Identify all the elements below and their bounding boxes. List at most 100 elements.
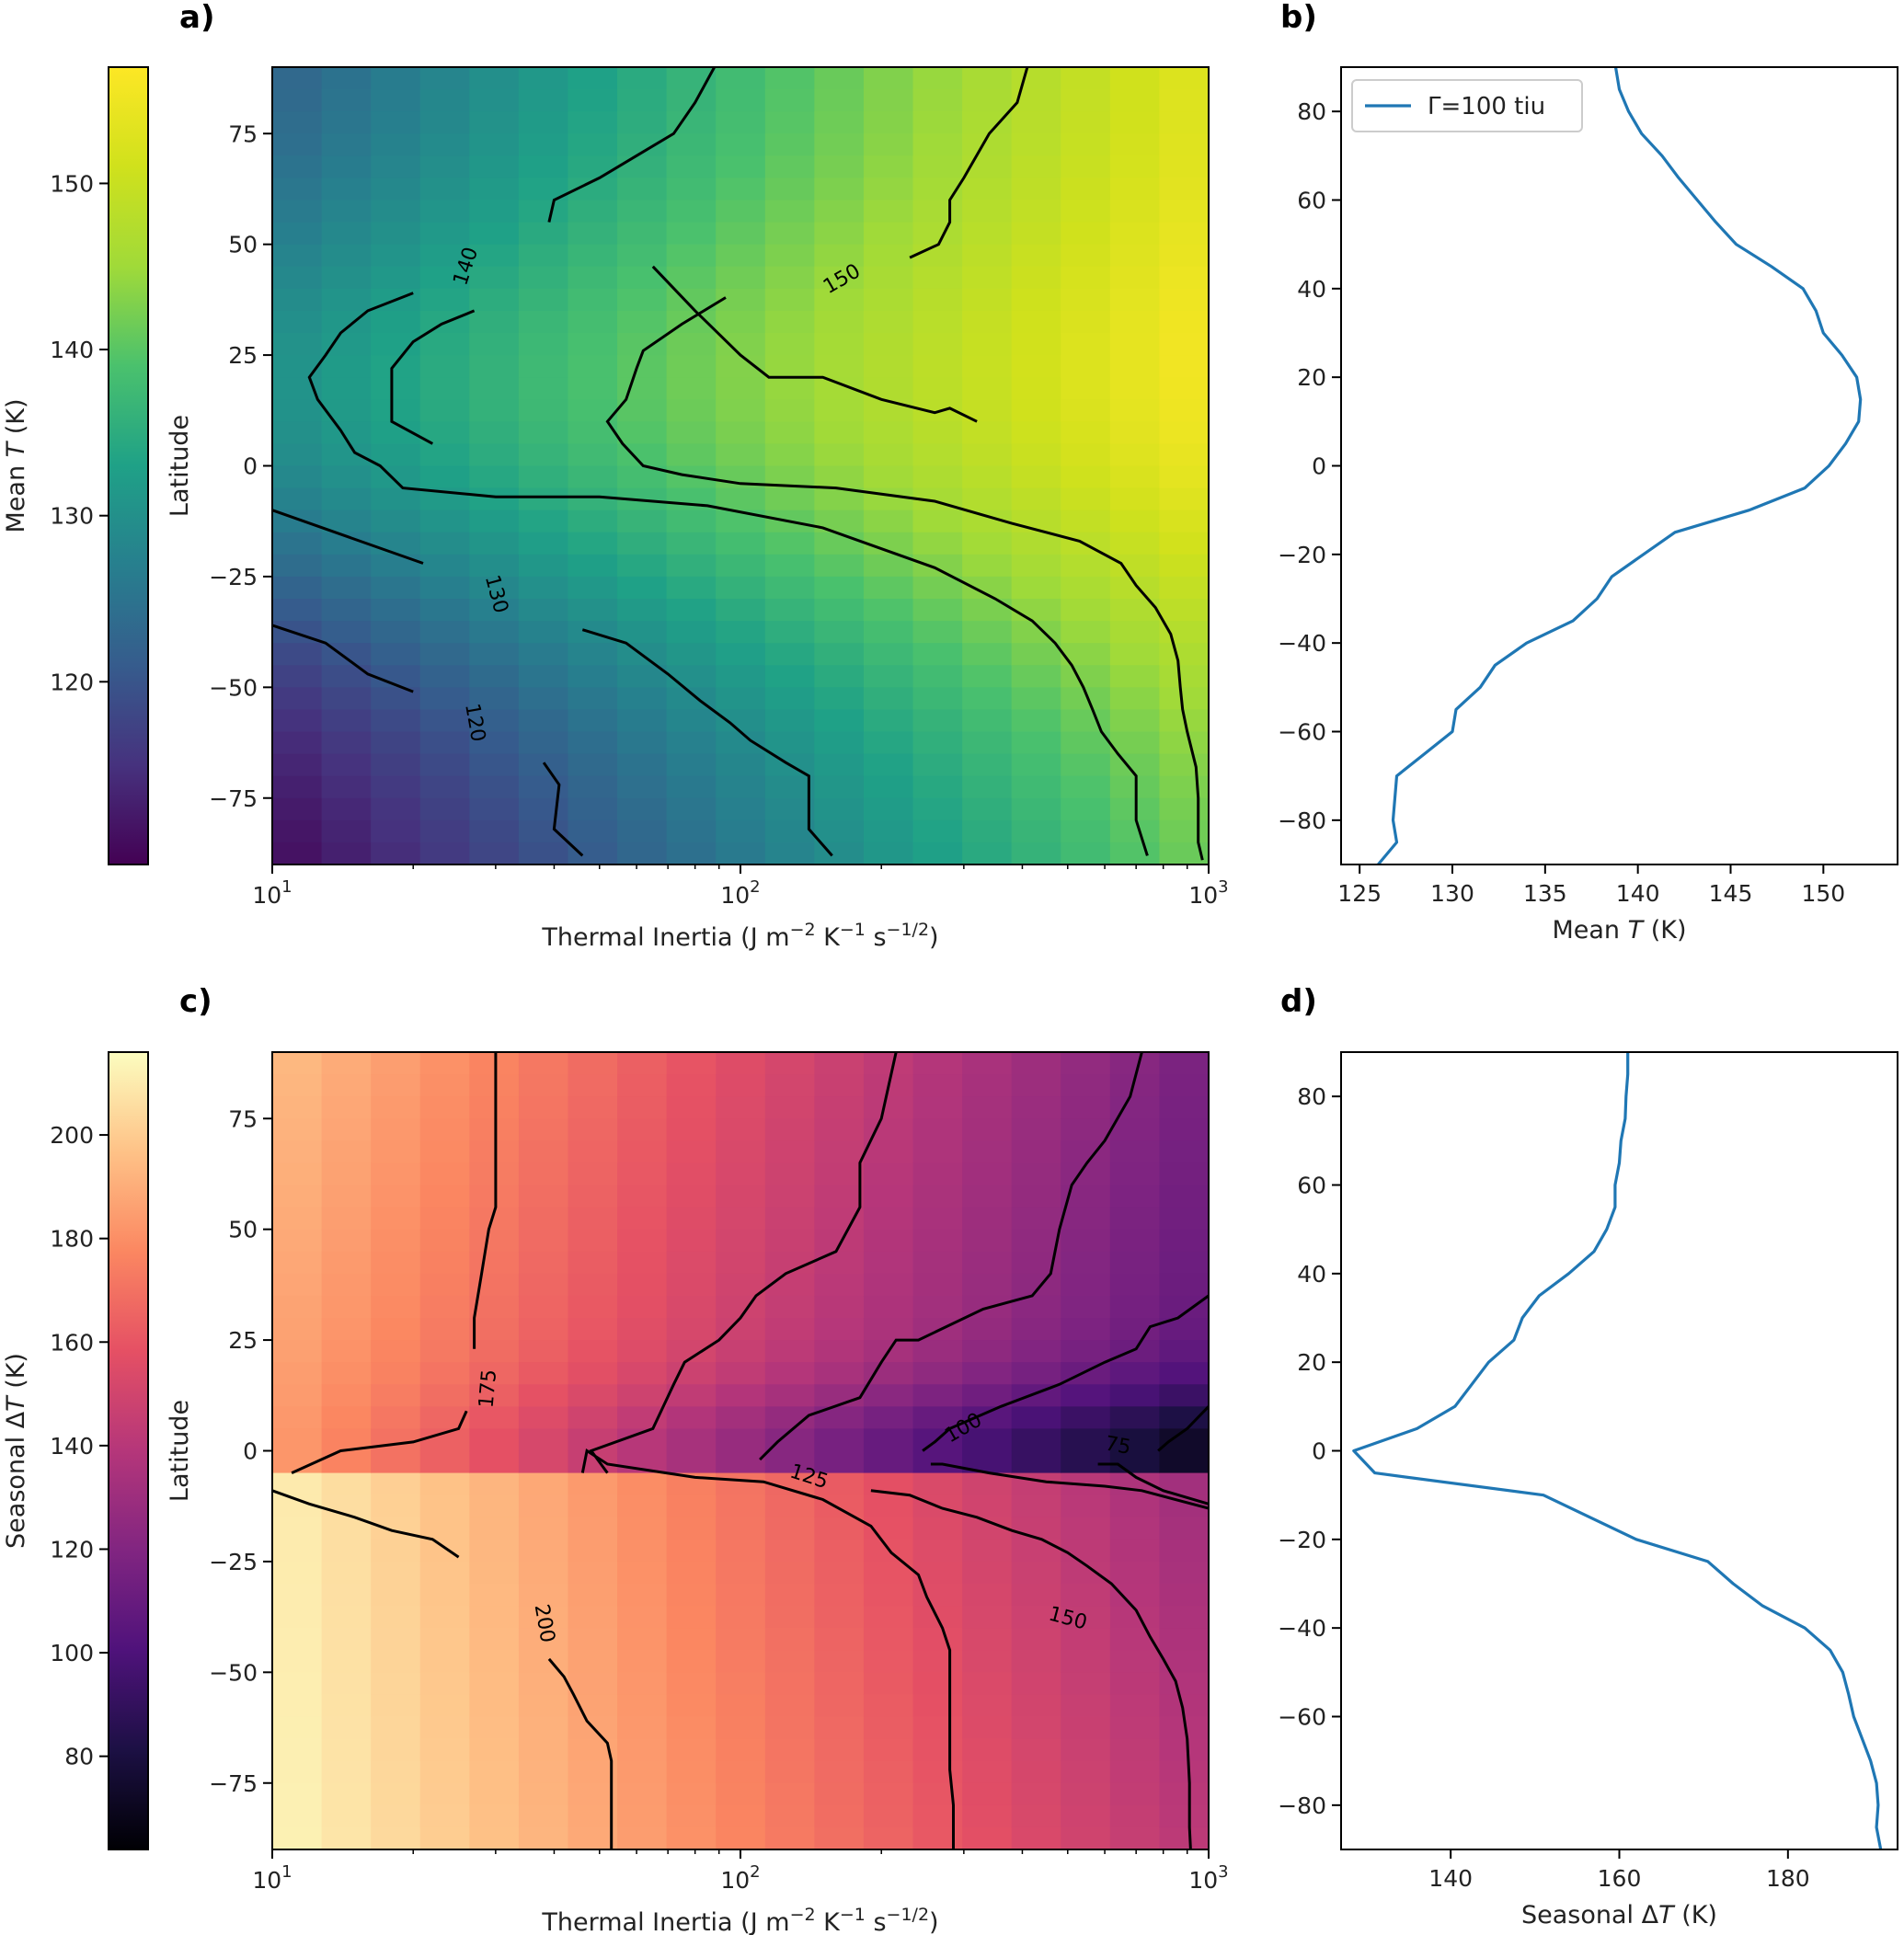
heatmap-cell: [666, 1074, 717, 1097]
heatmap-cell: [1011, 1539, 1061, 1563]
heatmap-cell: [371, 532, 421, 555]
heatmap-cell: [419, 1229, 470, 1253]
heatmap-cell: [321, 1606, 372, 1629]
heatmap-cell: [321, 465, 372, 489]
heatmap-cell: [716, 333, 766, 356]
heatmap-cell: [1109, 1384, 1161, 1407]
heatmap-cell: [814, 532, 865, 555]
heatmap-cell: [1159, 819, 1210, 843]
heatmap-cell: [321, 333, 372, 356]
heatmap-cell: [666, 1428, 717, 1452]
heatmap-cell: [617, 1074, 668, 1097]
heatmap-cell: [1109, 1185, 1161, 1208]
heatmap-cell: [272, 1362, 323, 1385]
heatmap-cell: [764, 333, 815, 356]
heatmap-cell: [1011, 665, 1061, 688]
heatmap-cell: [912, 1052, 963, 1075]
heatmap-cell: [1109, 687, 1161, 711]
heatmap-cell: [764, 1804, 815, 1828]
heatmap-cell: [518, 709, 569, 733]
heatmap-cell: [1159, 643, 1210, 666]
heatmap-cell: [272, 1207, 323, 1231]
heatmap-cell: [912, 377, 963, 400]
heatmap-cell: [419, 1162, 470, 1186]
heatmap-cell: [814, 244, 865, 268]
heatmap-cell: [1109, 200, 1161, 223]
heatmap-cell: [617, 510, 668, 533]
heatmap-cell: [962, 1584, 1013, 1607]
heatmap-cell: [419, 1494, 470, 1518]
heatmap-cell: [962, 1384, 1013, 1407]
heatmap-cell: [272, 1406, 323, 1430]
contour-line: [473, 1052, 498, 1349]
heatmap-cell: [518, 1561, 569, 1585]
heatmap-cell: [764, 1561, 815, 1585]
heatmap-cell: [419, 1251, 470, 1275]
heatmap-cell: [1011, 1517, 1061, 1540]
heatmap-cell: [716, 1074, 766, 1097]
heatmap-cell: [716, 1450, 766, 1474]
heatmap-cell: [272, 709, 323, 733]
heatmap-cell: [272, 753, 323, 777]
heatmap-cell: [716, 1606, 766, 1629]
heatmap-cell: [518, 1074, 569, 1097]
heatmap-cell: [666, 1826, 717, 1850]
heatmap-cell: [814, 67, 865, 90]
heatmap-cell: [371, 1096, 421, 1119]
heatmap-cell: [814, 1118, 865, 1141]
heatmap-cell: [764, 643, 815, 666]
heatmap-cell: [419, 1584, 470, 1607]
heatmap-cell: [568, 1628, 618, 1651]
heatmap-cell: [1109, 1539, 1161, 1563]
heatmap-cell: [371, 1251, 421, 1275]
heatmap-cell: [1159, 355, 1210, 378]
heatmap-cell: [469, 1318, 520, 1341]
heatmap-cell: [863, 1185, 914, 1208]
heatmap-cell: [371, 1318, 421, 1341]
heatmap-cell: [419, 133, 470, 156]
heatmap-cell: [764, 1118, 815, 1141]
heatmap-cell: [814, 377, 865, 400]
heatmap-cell: [814, 1694, 865, 1718]
heatmap-cell: [1109, 510, 1161, 533]
heatmap-cell: [321, 1782, 372, 1806]
heatmap-cell: [716, 1162, 766, 1186]
heatmap-cell: [764, 797, 815, 821]
x-tick-label: 160: [1598, 1865, 1642, 1892]
colorbar-tick-label: 130: [50, 503, 94, 530]
heatmap-cell: [1011, 1694, 1061, 1718]
heatmap-cell: [716, 665, 766, 688]
heatmap-cell: [962, 1494, 1013, 1518]
heatmap-cell: [272, 1273, 323, 1297]
heatmap-cell: [1109, 1229, 1161, 1253]
heatmap-cell: [272, 465, 323, 489]
heatmap-cell: [617, 576, 668, 600]
heatmap-cell: [568, 1052, 618, 1075]
heatmap-cell: [518, 222, 569, 246]
heatmap-cell: [419, 399, 470, 422]
heatmap-cell: [1011, 1584, 1061, 1607]
heatmap-cell: [1011, 465, 1061, 489]
heatmap-cell: [863, 1096, 914, 1119]
heatmap-cell: [764, 487, 815, 511]
heatmap-cell: [371, 177, 421, 201]
heatmap-cell: [568, 1650, 618, 1673]
heatmap-cell: [962, 1096, 1013, 1119]
heatmap-cell: [764, 222, 815, 246]
contour-line: [581, 628, 833, 857]
heatmap-cell: [716, 89, 766, 112]
heatmap-cell: [1011, 1561, 1061, 1585]
heatmap-cell: [814, 1362, 865, 1385]
heatmap-cell: [764, 1694, 815, 1718]
heatmap-cell: [371, 1584, 421, 1607]
heatmap-cell: [1011, 1318, 1061, 1341]
heatmap-cell: [1159, 1450, 1210, 1474]
heatmap-cell: [321, 89, 372, 112]
heatmap-cell: [321, 399, 372, 422]
heatmap-cell: [912, 510, 963, 533]
heatmap-cell: [962, 333, 1013, 356]
heatmap-cell: [568, 1406, 618, 1430]
heatmap-cell: [1011, 377, 1061, 400]
panel-label-a: a): [179, 0, 214, 36]
heatmap-cell: [863, 288, 914, 312]
